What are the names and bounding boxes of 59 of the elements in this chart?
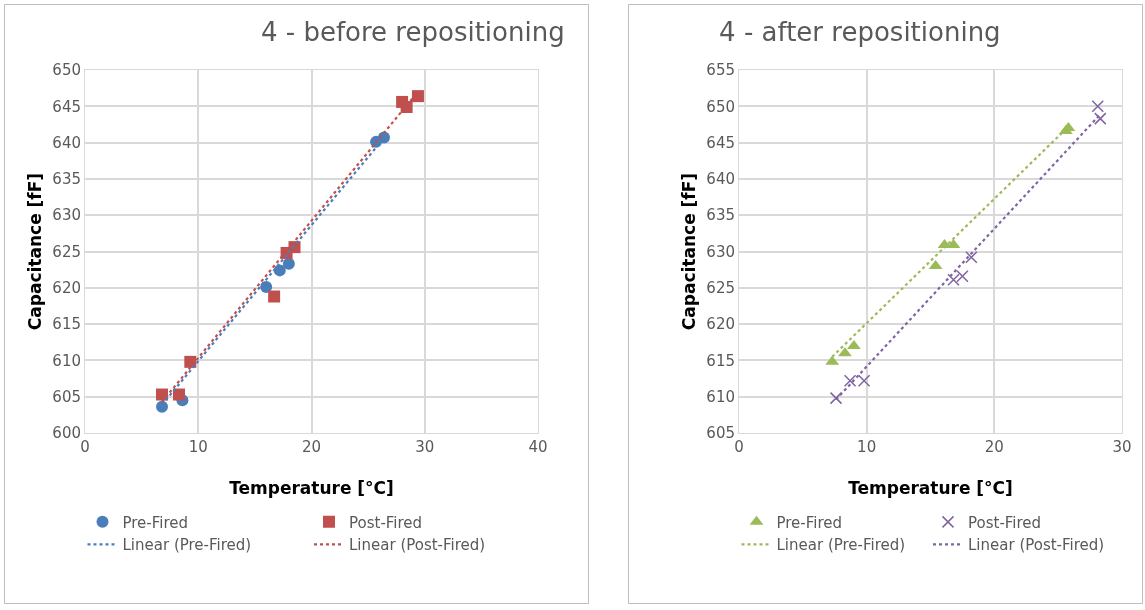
y-tick-label: 600	[52, 424, 81, 443]
y-tick-label: 635	[706, 206, 735, 225]
y-tick-label: 640	[52, 133, 81, 152]
x-tick-label: 20	[984, 438, 1004, 456]
x-tick-label: 20	[301, 438, 322, 456]
x-tick-label: 10	[188, 438, 208, 456]
y-tick-label: 610	[52, 351, 81, 370]
y-tick-label: 625	[52, 242, 81, 261]
y-tick-label: 620	[706, 315, 735, 334]
y-tick-label: 635	[52, 170, 81, 189]
y-tick-label: 620	[52, 279, 81, 298]
y-tick-label: 615	[52, 315, 81, 334]
chart-title: 4 - before repositioning	[260, 17, 565, 48]
legend-label: Linear (Pre-Fired)	[122, 536, 252, 555]
y-tick-label: 615	[706, 351, 735, 370]
legend-label: Pre-Fired	[776, 513, 843, 532]
point	[282, 257, 295, 270]
y-tick-label: 605	[52, 387, 81, 406]
y-tick-label: 645	[52, 97, 81, 116]
x-tick-label: 0	[734, 438, 744, 456]
point	[829, 391, 843, 405]
point	[965, 251, 978, 264]
y-tick-label: 605	[706, 424, 735, 443]
y-axis-title: Capacitance [fF]	[679, 172, 699, 331]
x-axis-title: Temperature [°C]	[848, 478, 1013, 498]
point	[268, 290, 281, 303]
x-tick-label: 30	[415, 438, 435, 456]
legend-label: Linear (Post-Fired)	[968, 536, 1105, 555]
y-tick-label: 655	[706, 61, 735, 80]
chart-title: 4 - after repositioning	[719, 17, 1001, 48]
legend-label: Linear (Post-Fired)	[349, 536, 486, 555]
x-tick-label: 30	[1112, 438, 1132, 456]
y-tick-label: 650	[706, 97, 735, 116]
x-tick-label: 0	[80, 438, 90, 456]
y-tick-label: 640	[706, 170, 735, 189]
legend-label: Post-Fired	[349, 513, 423, 532]
y-tick-label: 625	[706, 279, 735, 298]
y-tick-label: 650	[52, 61, 81, 80]
x-tick-label: 10	[857, 438, 877, 456]
x-tick-label: 40	[528, 438, 548, 456]
point	[411, 90, 424, 103]
point	[1094, 112, 1107, 125]
legend-label: Pre-Fired	[122, 513, 189, 532]
y-tick-label: 645	[706, 133, 735, 152]
point	[156, 400, 169, 413]
point	[956, 269, 969, 283]
legend-label: Linear (Pre-Fired)	[776, 536, 906, 555]
y-axis-title: Capacitance [fF]	[25, 172, 45, 331]
y-tick-label: 610	[706, 387, 735, 406]
x-axis-title: Temperature [°C]	[229, 478, 394, 498]
y-tick-label: 630	[52, 206, 81, 225]
legend-label: Post-Fired	[968, 513, 1042, 532]
point	[947, 273, 960, 287]
point	[400, 101, 413, 114]
point	[838, 347, 852, 357]
point	[173, 388, 185, 401]
point	[260, 281, 273, 294]
point	[1091, 100, 1104, 113]
y-tick-label: 630	[706, 242, 735, 261]
